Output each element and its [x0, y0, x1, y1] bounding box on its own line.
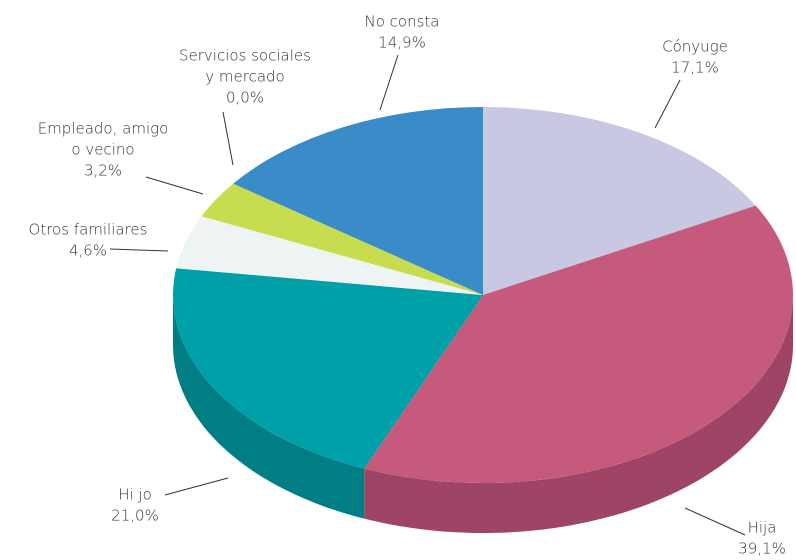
- slice-label: o vecino: [71, 141, 134, 159]
- leader-line: [164, 477, 229, 496]
- leader-line: [654, 79, 681, 129]
- pie-slice: [201, 183, 483, 295]
- value-label: 21,0%: [111, 507, 159, 525]
- slice-label: Hija: [748, 519, 777, 537]
- slice-label: Otros familiares: [29, 221, 148, 239]
- pie-side: [173, 295, 365, 519]
- pie-slice: [173, 268, 483, 469]
- pie-slice: [233, 106, 483, 295]
- leader-line: [109, 248, 169, 252]
- value-label: 0,0%: [226, 89, 264, 107]
- leader-line: [684, 507, 746, 536]
- value-label: 3,2%: [84, 162, 122, 180]
- value-label: 14,9%: [378, 34, 426, 52]
- leader-line: [145, 176, 204, 195]
- slice-label: Hi jo: [118, 486, 152, 504]
- slice-label: Cónyuge: [662, 38, 728, 56]
- leader-line: [379, 54, 399, 111]
- pie-slice: [364, 205, 794, 484]
- pie-slice: [176, 216, 484, 295]
- value-label: 4,6%: [69, 242, 107, 260]
- leader-line: [222, 111, 234, 166]
- slice-label: Servicios sociales: [179, 47, 311, 65]
- slice-label: No consta: [365, 13, 440, 31]
- pie-side: [364, 295, 793, 533]
- pie-slice: [483, 107, 756, 295]
- value-label: 39,1%: [738, 540, 786, 558]
- slice-label: y mercado: [205, 68, 284, 86]
- slice-label: Empleado, amigo: [38, 120, 169, 138]
- value-label: 17,1%: [671, 59, 719, 77]
